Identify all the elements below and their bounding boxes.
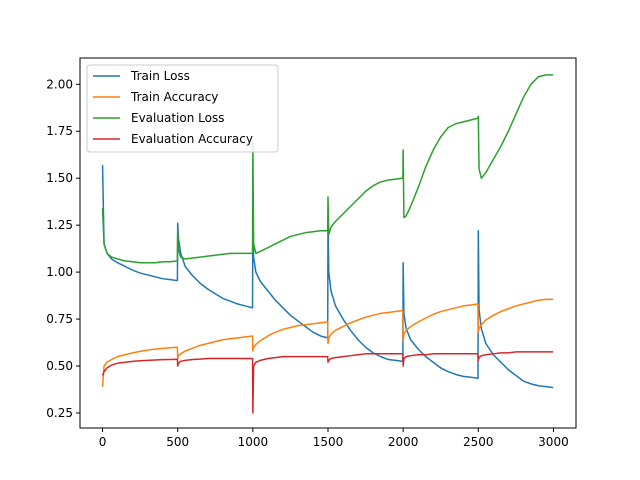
series-line-evaluation-loss <box>101 74 554 264</box>
legend-label-train-accuracy: Train Accuracy <box>130 90 218 104</box>
y-axis: 0.25 0.50 0.75 1.00 1.25 1.50 1.75 2.00 <box>46 77 80 420</box>
legend-box <box>86 64 279 153</box>
legend: Train Loss Train Accuracy Evaluation Loss E… <box>86 64 279 153</box>
y-tick-label: 0.25 <box>46 406 73 420</box>
y-tick-label: 1.50 <box>46 171 73 185</box>
x-tick-label: 0 <box>99 435 107 449</box>
legend-label-train-loss: Train Loss <box>130 69 190 83</box>
legend-label-evaluation-loss: Evaluation Loss <box>131 111 224 125</box>
x-tick-label: 1500 <box>313 435 344 449</box>
x-tick-label: 1000 <box>238 435 269 449</box>
x-tick-label: 2000 <box>388 435 419 449</box>
series-layer <box>101 74 554 414</box>
x-tick-label: 3000 <box>538 435 569 449</box>
y-tick-label: 1.00 <box>46 265 73 279</box>
series-line-evaluation-accuracy <box>101 351 554 414</box>
x-tick-label: 2500 <box>463 435 494 449</box>
legend-label-evaluation-accuracy: Evaluation Accuracy <box>131 132 253 146</box>
x-axis: 0 500 1000 1500 2000 2500 3000 <box>99 428 569 449</box>
y-tick-label: 1.25 <box>46 218 73 232</box>
x-tick-label: 500 <box>166 435 189 449</box>
series-line-train-accuracy <box>101 298 554 387</box>
y-tick-label: 0.75 <box>46 312 73 326</box>
y-tick-label: 0.50 <box>46 359 73 373</box>
y-tick-label: 2.00 <box>46 77 73 91</box>
y-tick-label: 1.75 <box>46 124 73 138</box>
